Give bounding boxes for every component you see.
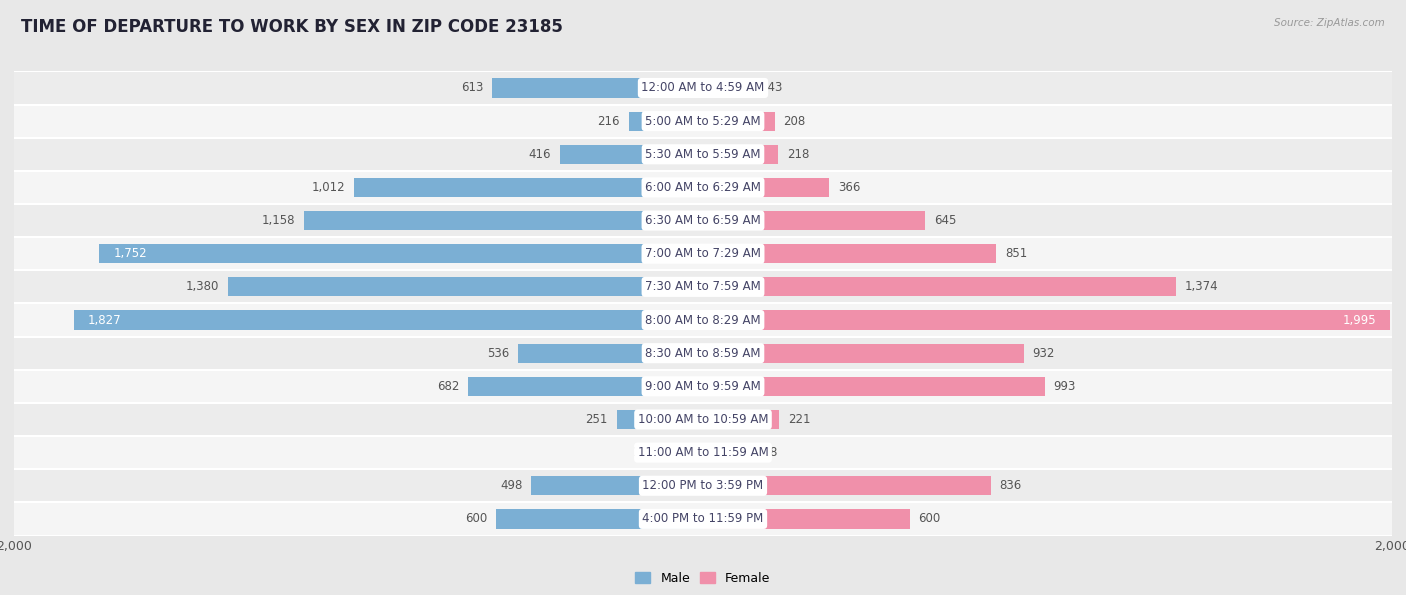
Bar	[14, 137, 1392, 171]
Text: 682: 682	[437, 380, 460, 393]
Text: 7:30 AM to 7:59 AM: 7:30 AM to 7:59 AM	[645, 280, 761, 293]
Bar	[664, 443, 703, 462]
Text: 366: 366	[838, 181, 860, 194]
Text: 5:00 AM to 5:29 AM: 5:00 AM to 5:29 AM	[645, 115, 761, 127]
Text: 208: 208	[783, 115, 806, 127]
Bar	[531, 476, 703, 496]
Bar	[14, 436, 1392, 469]
Bar	[304, 211, 703, 230]
Bar	[703, 211, 925, 230]
Text: 143: 143	[761, 82, 783, 95]
Text: TIME OF DEPARTURE TO WORK BY SEX IN ZIP CODE 23185: TIME OF DEPARTURE TO WORK BY SEX IN ZIP …	[21, 18, 562, 36]
Text: 993: 993	[1053, 380, 1076, 393]
Bar	[14, 171, 1392, 204]
Text: 12:00 PM to 3:59 PM: 12:00 PM to 3:59 PM	[643, 480, 763, 492]
Text: 113: 113	[633, 446, 655, 459]
Bar	[496, 509, 703, 528]
Bar	[703, 311, 1391, 330]
Text: 1,752: 1,752	[114, 248, 146, 260]
Bar	[228, 277, 703, 296]
Text: 8:00 AM to 8:29 AM: 8:00 AM to 8:29 AM	[645, 314, 761, 327]
Text: 218: 218	[787, 148, 808, 161]
Bar	[14, 403, 1392, 436]
Text: 600: 600	[918, 512, 941, 525]
Text: 11:00 AM to 11:59 AM: 11:00 AM to 11:59 AM	[638, 446, 768, 459]
Bar	[703, 111, 775, 131]
Bar	[703, 509, 910, 528]
Bar	[14, 237, 1392, 270]
Bar	[14, 303, 1392, 337]
Text: 1,374: 1,374	[1185, 280, 1219, 293]
Text: 851: 851	[1005, 248, 1026, 260]
Bar	[519, 343, 703, 363]
Legend: Male, Female: Male, Female	[636, 572, 770, 585]
Bar	[703, 178, 830, 197]
Text: 498: 498	[501, 480, 523, 492]
Text: 536: 536	[488, 347, 510, 359]
Text: Source: ZipAtlas.com: Source: ZipAtlas.com	[1274, 18, 1385, 28]
Bar	[14, 469, 1392, 502]
Bar	[560, 145, 703, 164]
Bar	[14, 204, 1392, 237]
Bar	[703, 145, 778, 164]
Text: 251: 251	[585, 413, 607, 426]
Bar	[73, 311, 703, 330]
Text: 7:00 AM to 7:29 AM: 7:00 AM to 7:29 AM	[645, 248, 761, 260]
Bar	[703, 79, 752, 98]
Text: 6:30 AM to 6:59 AM: 6:30 AM to 6:59 AM	[645, 214, 761, 227]
Text: 5:30 AM to 5:59 AM: 5:30 AM to 5:59 AM	[645, 148, 761, 161]
Bar	[14, 369, 1392, 403]
Text: 613: 613	[461, 82, 484, 95]
Text: 10:00 AM to 10:59 AM: 10:00 AM to 10:59 AM	[638, 413, 768, 426]
Text: 1,827: 1,827	[87, 314, 121, 327]
Bar	[703, 277, 1177, 296]
Bar	[14, 270, 1392, 303]
Text: 6:00 AM to 6:29 AM: 6:00 AM to 6:29 AM	[645, 181, 761, 194]
Bar	[703, 476, 991, 496]
Bar	[703, 244, 995, 264]
Text: 216: 216	[598, 115, 620, 127]
Text: 1,380: 1,380	[186, 280, 219, 293]
Bar	[14, 71, 1392, 105]
Text: 4:00 PM to 11:59 PM: 4:00 PM to 11:59 PM	[643, 512, 763, 525]
Bar	[100, 244, 703, 264]
Text: 932: 932	[1032, 347, 1054, 359]
Bar	[354, 178, 703, 197]
Text: 645: 645	[934, 214, 956, 227]
Bar	[14, 105, 1392, 137]
Text: 12:00 AM to 4:59 AM: 12:00 AM to 4:59 AM	[641, 82, 765, 95]
Text: 1,012: 1,012	[312, 181, 346, 194]
Text: 9:00 AM to 9:59 AM: 9:00 AM to 9:59 AM	[645, 380, 761, 393]
Bar	[703, 343, 1024, 363]
Text: 416: 416	[529, 148, 551, 161]
Bar	[14, 337, 1392, 369]
Text: 128: 128	[755, 446, 778, 459]
Text: 600: 600	[465, 512, 488, 525]
Bar	[628, 111, 703, 131]
Bar	[492, 79, 703, 98]
Bar	[703, 377, 1045, 396]
Bar	[703, 410, 779, 429]
Text: 1,158: 1,158	[262, 214, 295, 227]
Text: 1,995: 1,995	[1343, 314, 1376, 327]
Bar	[703, 443, 747, 462]
Text: 8:30 AM to 8:59 AM: 8:30 AM to 8:59 AM	[645, 347, 761, 359]
Bar	[14, 502, 1392, 536]
Bar	[468, 377, 703, 396]
Text: 221: 221	[787, 413, 810, 426]
Text: 836: 836	[1000, 480, 1022, 492]
Bar	[617, 410, 703, 429]
